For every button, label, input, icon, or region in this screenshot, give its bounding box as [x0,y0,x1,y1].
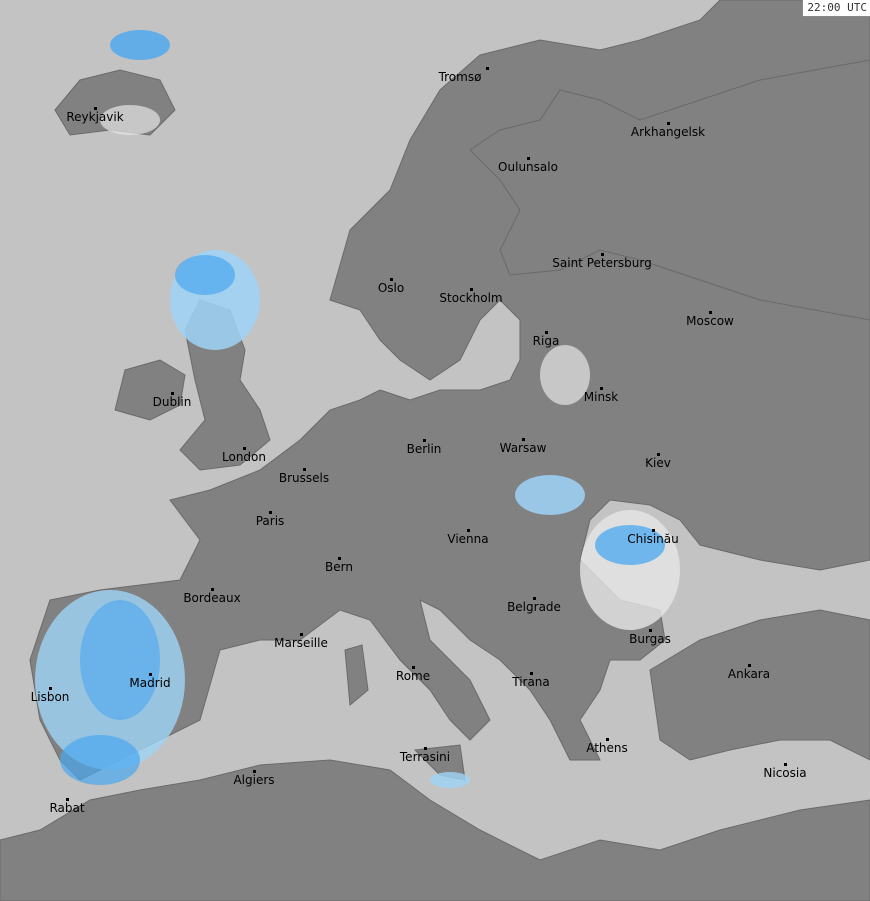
city-label: Algiers [233,773,275,787]
city-dot-icon [303,468,306,471]
city-dot-icon [424,747,427,750]
city-dot-icon [530,672,533,675]
city-dot-icon [522,438,525,441]
land-ireland [114,359,186,421]
city-label: Athens [586,741,628,755]
radar-echoes [35,30,680,788]
city-dot-icon [49,687,52,690]
city-dot-icon [338,557,341,560]
city-label: Kiev [645,456,671,470]
city-label: Belgrade [507,600,561,614]
city-dot-icon [243,447,246,450]
city-label: Reykjavik [66,110,124,124]
city-label: Dublin [152,395,192,409]
city-label: London [222,450,266,464]
city-label: Oulunsalo [498,160,558,174]
city-dot-icon [486,67,489,70]
city-label: Ankara [727,667,771,681]
city-dot-icon [606,738,609,741]
city-dot-icon [748,664,751,667]
city-dot-icon [649,629,652,632]
city-dot-icon [667,122,670,125]
city-dot-icon [269,511,272,514]
land-turkey [649,609,870,761]
city-dot-icon [784,763,787,766]
city-dot-icon [652,529,655,532]
city-label: Rome [395,669,431,683]
city-label: Minsk [583,390,619,404]
city-label: Chisinău [627,532,679,546]
city-label: Bern [325,560,353,574]
city-label: Saint Petersburg [552,256,652,270]
city-label: Terrasini [399,750,451,764]
city-dot-icon [300,633,303,636]
city-dot-icon [709,311,712,314]
city-dot-icon [171,392,174,395]
city-label: Vienna [447,532,489,546]
city-label: Paris [255,514,285,528]
city-label: Madrid [129,676,171,690]
city-label: Brussels [278,471,330,485]
city-label: Bordeaux [183,591,241,605]
city-dot-icon [66,798,69,801]
city-dot-icon [533,597,536,600]
city-label: Nicosia [763,766,807,780]
city-label: Rabat [49,801,85,815]
timestamp: 22:00 UTC [802,0,870,17]
city-dot-icon [657,453,660,456]
city-dot-icon [390,278,393,281]
land-sardinia [344,644,369,706]
city-dot-icon [470,288,473,291]
city-dot-icon [423,439,426,442]
city-dot-icon [253,770,256,773]
city-label: Oslo [377,281,405,295]
city-label: Riga [532,334,560,348]
city-label: Berlin [406,442,442,456]
city-dot-icon [527,157,530,160]
city-label: Tirana [512,675,550,689]
city-dot-icon [600,387,603,390]
city-dot-icon [412,666,415,669]
city-dot-icon [94,107,97,110]
city-label: Tromsø [438,70,482,84]
city-label: Burgas [629,632,671,646]
city-label: Marseille [274,636,328,650]
city-label: Lisbon [30,690,70,704]
land-finland-russia [469,59,870,321]
city-dot-icon [467,529,470,532]
city-label: Moscow [686,314,734,328]
land-africa [0,759,870,901]
city-dot-icon [149,673,152,676]
city-label: Arkhangelsk [630,125,706,139]
city-label: Warsaw [499,441,547,455]
city-dot-icon [601,253,604,256]
city-dot-icon [211,588,214,591]
city-dot-icon [545,331,548,334]
city-label: Stockholm [439,291,503,305]
